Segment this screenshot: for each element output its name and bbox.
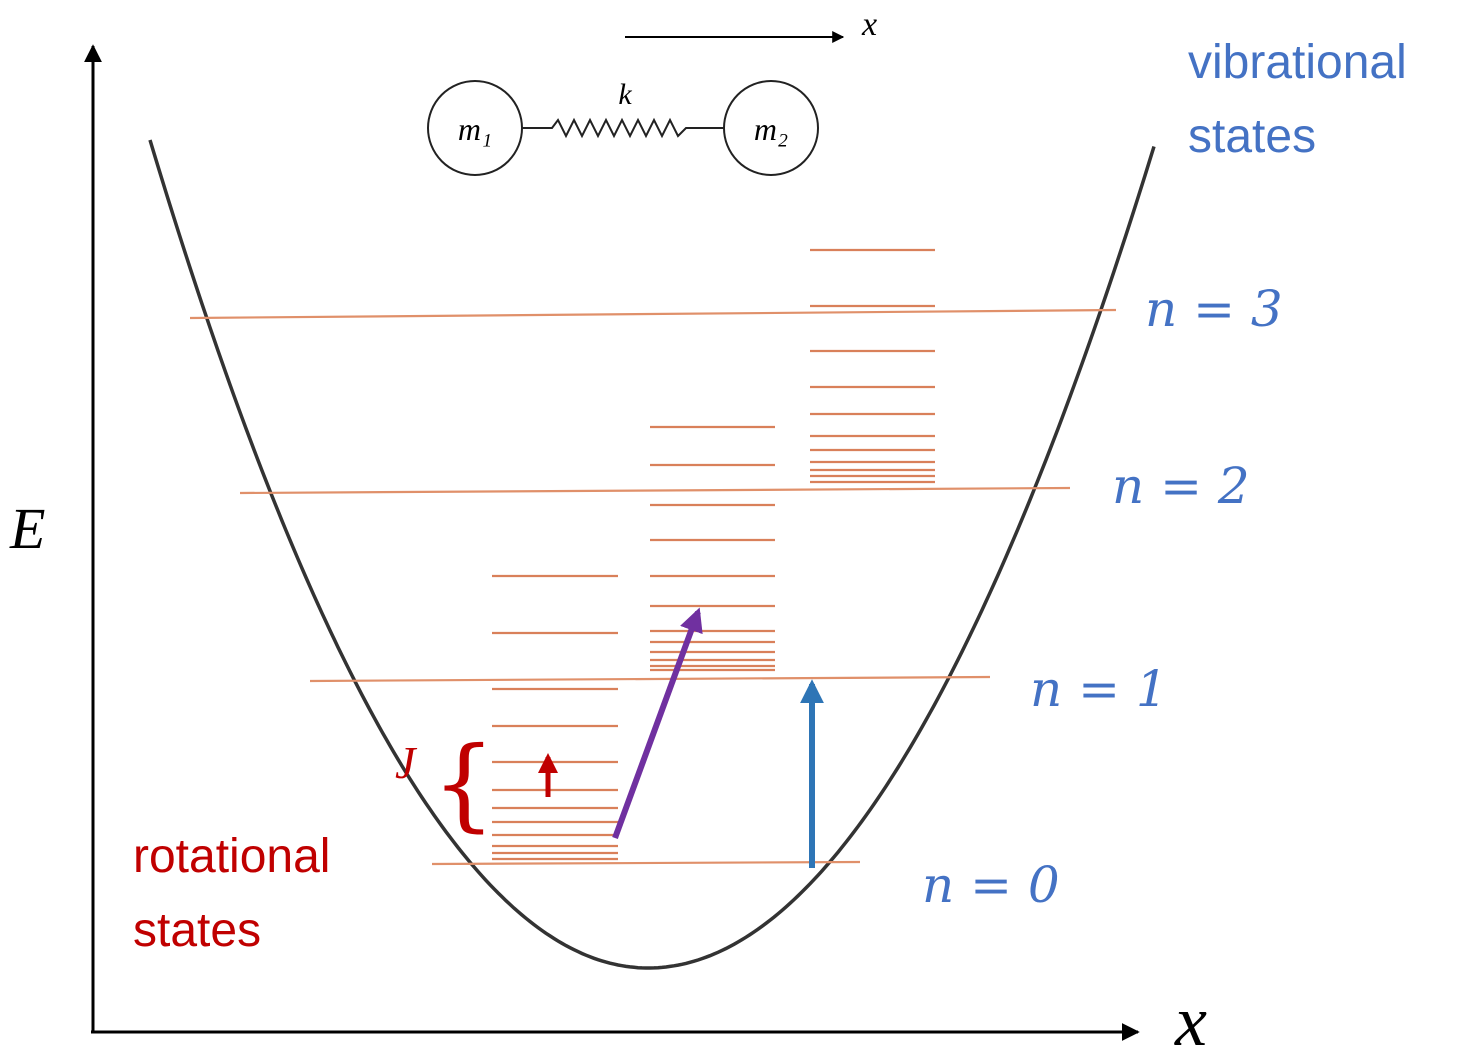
level-line: [309, 675, 991, 683]
level-label: n = 0: [922, 856, 1060, 914]
potential-curve: [148, 139, 1156, 970]
spring-label: k: [618, 78, 632, 111]
x-axis-label: x: [1174, 981, 1207, 1056]
spacing-label: J: [395, 737, 418, 788]
level-label: n = 1: [1030, 660, 1168, 718]
spring: [522, 117, 724, 139]
vibrational-levels: [189, 308, 1117, 866]
level-label: n = 2: [1112, 457, 1250, 515]
mass-label: m₂: [754, 111, 788, 147]
level-line: [431, 860, 861, 866]
vibrational-title: vibrational: [1188, 36, 1407, 89]
level-label: n = 3: [1145, 280, 1283, 338]
rotational-title: rotational: [133, 830, 330, 883]
rotational-title: states: [133, 904, 261, 957]
brace: {: [432, 725, 496, 842]
rovibrational-arrow: [612, 607, 703, 840]
level-line: [189, 308, 1117, 320]
rotational-levels: [492, 248, 935, 861]
vibrational-title: states: [1188, 110, 1316, 163]
y-axis-label: E: [9, 496, 45, 561]
direction-label: x: [861, 6, 877, 43]
level-line: [239, 486, 1071, 495]
mass-label: m₁: [458, 111, 492, 147]
